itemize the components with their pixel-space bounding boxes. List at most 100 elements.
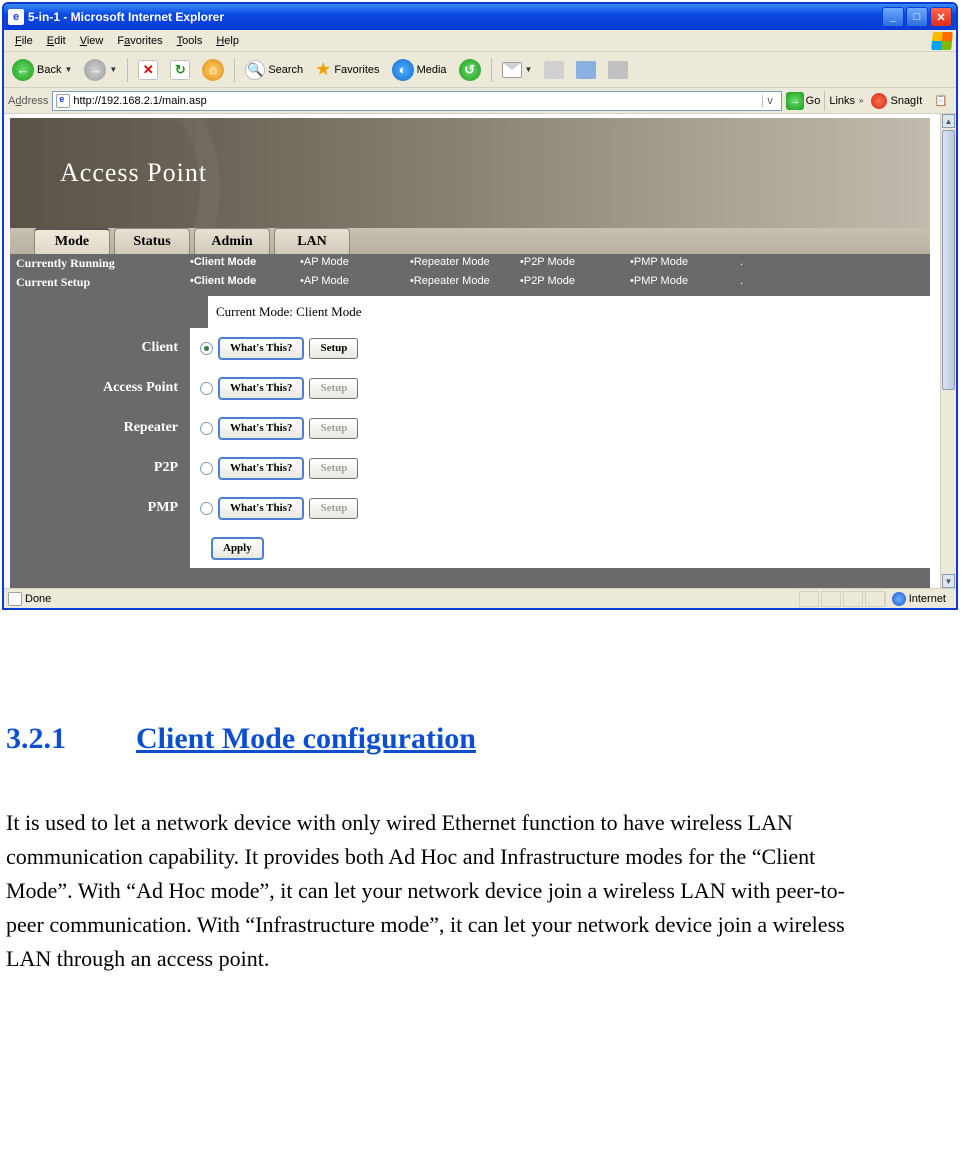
scroll-down-icon[interactable]: ▼ [942,574,955,588]
ie-icon: e [8,9,24,25]
setup-repeater-button[interactable]: Setup [309,418,358,439]
back-dropdown-icon[interactable]: ▼ [64,65,72,74]
apply-button[interactable]: Apply [212,538,263,559]
menu-help[interactable]: Help [209,33,246,49]
forward-icon: → [84,59,106,81]
snagit-icon [871,93,887,109]
address-dropdown-icon[interactable]: v [762,95,778,107]
discuss-button[interactable] [604,59,632,81]
media-button[interactable]: ◐ Media [388,57,451,83]
maximize-button[interactable]: □ [906,7,928,27]
doc-heading-text: Client Mode configuration [136,722,476,755]
favorites-label: Favorites [334,64,379,76]
divider [127,58,128,82]
radio-repeater[interactable] [200,422,213,435]
grid-cell: •Client Mode [190,275,300,290]
toolbar: ← Back ▼ → ▼ ✕ ↻ ⌂ 🔍 Search ★ Favorites … [4,52,956,88]
grid-cell: •PMP Mode [630,256,740,271]
refresh-icon: ↻ [170,60,190,80]
whatsthis-client-button[interactable]: What's This? [219,338,303,359]
radio-pmp[interactable] [200,502,213,515]
whatsthis-repeater-button[interactable]: What's This? [219,418,303,439]
menu-edit[interactable]: Edit [40,33,73,49]
tab-admin[interactable]: Admin [194,228,270,254]
done-icon [8,592,22,606]
status-cell [843,591,863,607]
stop-button[interactable]: ✕ [134,58,162,82]
snagit-label: SnagIt [890,95,922,107]
setup-p2p-button[interactable]: Setup [309,458,358,479]
radio-ap[interactable] [200,382,213,395]
print-button[interactable] [540,59,568,81]
whatsthis-p2p-button[interactable]: What's This? [219,458,303,479]
label-p2p: P2P [10,460,190,476]
forward-dropdown-icon[interactable]: ▼ [109,65,117,74]
favorites-button[interactable]: ★ Favorites [311,57,383,82]
grid-cell: •AP Mode [300,256,410,271]
snagit-button[interactable]: SnagIt [867,91,926,111]
links-chevron-icon[interactable]: » [859,96,863,105]
forward-button[interactable]: → ▼ [80,57,121,83]
menu-favorites[interactable]: Favorites [110,33,169,49]
refresh-button[interactable]: ↻ [166,58,194,82]
go-button[interactable]: → Go [786,92,821,110]
edit-button[interactable] [572,59,600,81]
statusbar: Done Internet [4,588,956,608]
home-icon: ⌂ [202,59,224,81]
go-icon: → [786,92,804,110]
menu-tools[interactable]: Tools [170,33,210,49]
whatsthis-ap-button[interactable]: What's This? [219,378,303,399]
tab-status[interactable]: Status [114,228,190,254]
mail-button[interactable]: ▼ [498,60,537,80]
discuss-icon [608,61,628,79]
back-button[interactable]: ← Back ▼ [8,57,76,83]
address-label: Address [8,95,48,107]
grid-cell: . [740,256,850,271]
security-zone[interactable]: Internet [885,592,952,606]
status-cell [799,591,819,607]
snagit-extra-button[interactable]: 📋 [930,92,952,109]
links-label[interactable]: Links [829,95,855,107]
divider [824,91,825,111]
scroll-thumb[interactable] [942,130,955,390]
grid-cell: •PMP Mode [630,275,740,290]
status-done: Done [8,592,51,606]
zone-text: Internet [909,593,946,605]
setup-ap-button[interactable]: Setup [309,378,358,399]
banner: Access Point [10,118,930,228]
tab-lan[interactable]: LAN [274,228,350,254]
label-client: Client [10,340,190,356]
search-button[interactable]: 🔍 Search [241,58,307,82]
current-mode-text: Current Mode: Client Mode [208,296,930,328]
whatsthis-pmp-button[interactable]: What's This? [219,498,303,519]
history-button[interactable]: ↺ [455,57,485,83]
grid-cell: •AP Mode [300,275,410,290]
setup-client-button[interactable]: Setup [309,338,358,359]
close-button[interactable]: ✕ [930,7,952,27]
grid-cell: •P2P Mode [520,275,630,290]
vertical-scrollbar[interactable]: ▲ ▼ [940,114,956,588]
minimize-button[interactable]: _ [882,7,904,27]
windows-logo-icon [931,32,953,50]
favorites-icon: ★ [315,59,331,80]
radio-p2p[interactable] [200,462,213,475]
grid-cell: •Repeater Mode [410,256,520,271]
divider [491,58,492,82]
doc-body: It is used to let a network device with … [6,806,866,976]
menu-file[interactable]: File [8,33,40,49]
scroll-up-icon[interactable]: ▲ [942,114,955,128]
home-button[interactable]: ⌂ [198,57,228,83]
tab-mode[interactable]: Mode [34,228,110,254]
row-label-running: Currently Running [10,256,190,271]
label-ap: Access Point [10,380,190,396]
setup-pmp-button[interactable]: Setup [309,498,358,519]
address-input[interactable]: http://192.168.2.1/main.asp v [52,91,781,111]
grid-cell: . [740,275,850,290]
grid-cell: •Client Mode [190,256,300,271]
go-label: Go [806,95,821,107]
menu-view[interactable]: View [73,33,111,49]
stop-icon: ✕ [138,60,158,80]
doc-heading: 3.2.1Client Mode configuration [6,722,954,756]
radio-client[interactable] [200,342,213,355]
doc-section: 3.2.1Client Mode configuration It is use… [0,612,964,996]
